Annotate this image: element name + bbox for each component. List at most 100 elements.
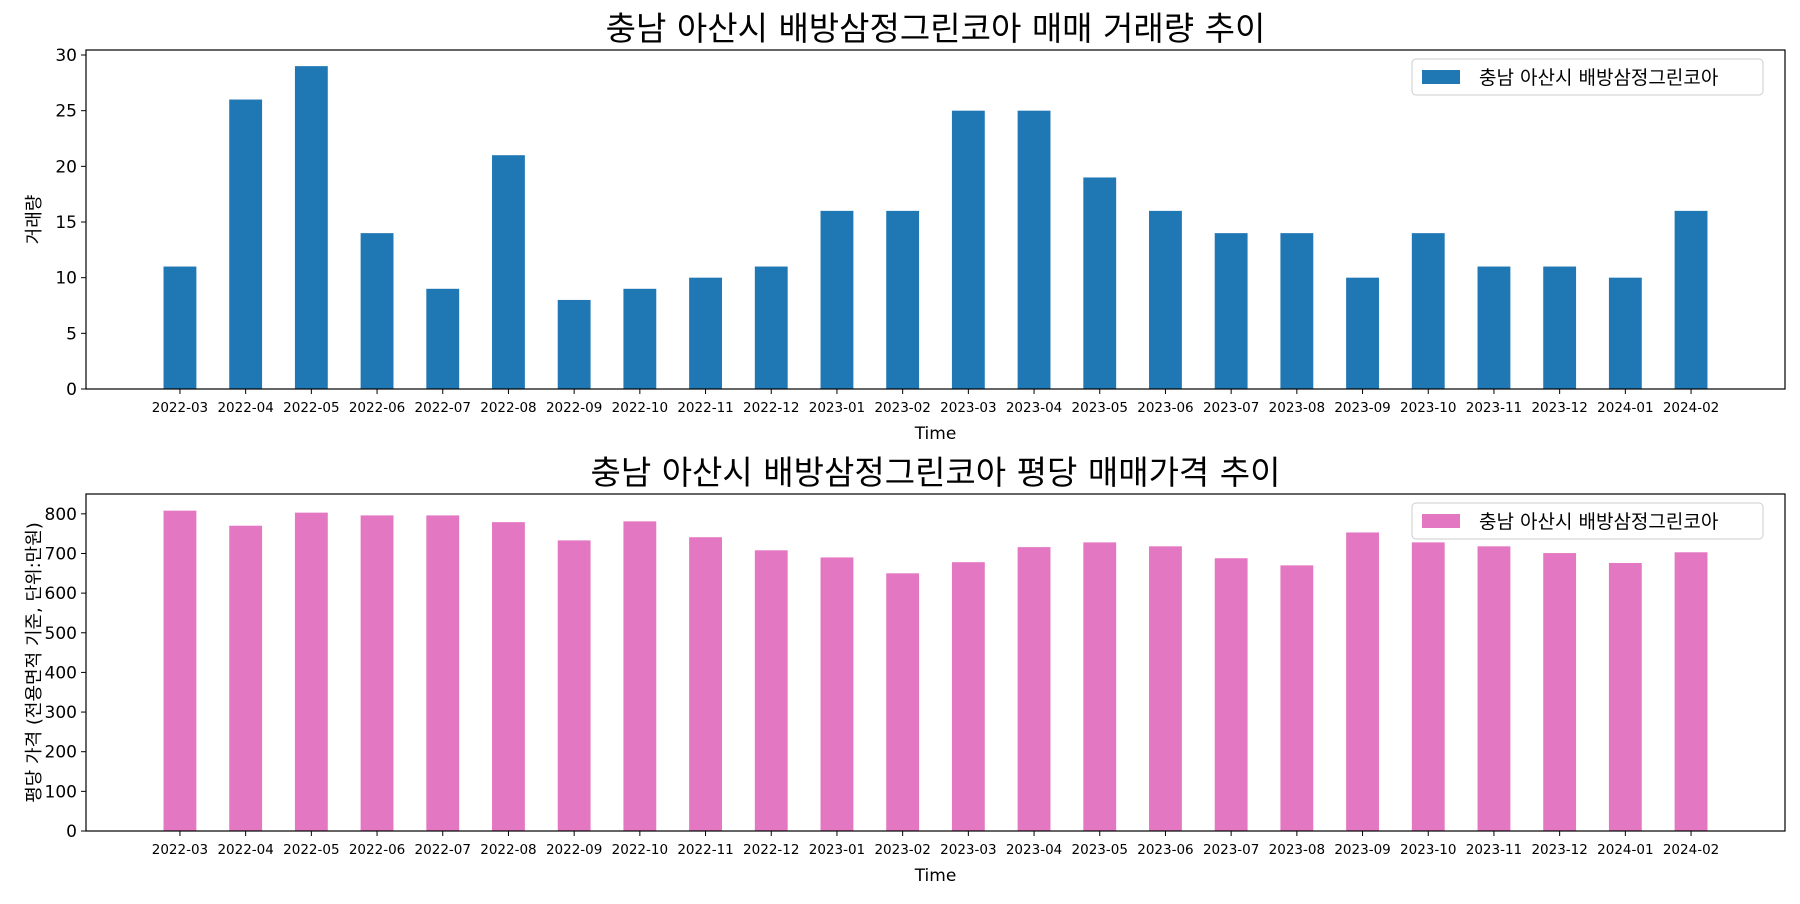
bar-2023-11	[1477, 266, 1511, 389]
x-tick-label: 2022-07	[415, 400, 471, 416]
bar-2023-10	[1411, 233, 1445, 389]
bar-2022-06	[360, 515, 394, 831]
x-tick-label: 2022-05	[283, 842, 339, 858]
x-tick-label: 2022-09	[546, 842, 602, 858]
x-tick-label: 2022-10	[612, 400, 668, 416]
bar-2023-04	[1017, 547, 1051, 831]
x-tick-label: 2023-10	[1400, 400, 1456, 416]
x-axis-label: Time	[914, 424, 957, 444]
y-tick-label: 25	[55, 102, 77, 122]
x-tick-label: 2023-06	[1137, 842, 1193, 858]
x-tick-label: 2022-08	[480, 400, 536, 416]
x-tick-label: 2022-04	[217, 400, 273, 416]
y-tick-label: 400	[45, 663, 77, 683]
bar-2022-12	[754, 550, 788, 831]
x-tick-label: 2023-05	[1072, 842, 1128, 858]
x-tick-label: 2023-08	[1269, 400, 1325, 416]
bar-2023-09	[1346, 277, 1379, 389]
bar-2024-01	[1608, 562, 1642, 831]
y-tick-label: 0	[66, 822, 77, 842]
x-tick-label: 2022-04	[217, 842, 273, 858]
x-tick-label: 2023-11	[1466, 842, 1522, 858]
x-tick-label: 2023-04	[1006, 400, 1062, 416]
legend: 충남 아산시 배방삼정그린코아	[1411, 502, 1764, 540]
x-tick-label: 2022-12	[743, 400, 799, 416]
bar-2023-01	[820, 210, 854, 389]
chart-panel-1: 충남 아산시 배방삼정그린코아 매매 거래량 추이 0 5 10 15 20 25 30 202…	[24, 9, 1786, 444]
bar-2022-04	[229, 525, 263, 831]
x-tick-label: 2023-11	[1466, 400, 1522, 416]
bar-2023-06	[1149, 546, 1182, 831]
legend: 충남 아산시 배방삼정그린코아	[1411, 58, 1764, 96]
x-tick-label: 2023-02	[874, 842, 930, 858]
x-tick-label: 2023-03	[940, 842, 996, 858]
y-tick-label: 0	[66, 380, 77, 400]
y-axis-label: 평당 가격 (전용면적 기준, 단위:만원)	[24, 522, 45, 803]
bar-2023-06	[1149, 210, 1182, 389]
bar-2022-05	[294, 512, 328, 831]
x-tick-label: 2022-06	[349, 842, 405, 858]
bar-2024-01	[1608, 277, 1642, 389]
x-tick-label: 2023-12	[1531, 400, 1587, 416]
y-tick-label: 5	[66, 324, 77, 344]
bar-2023-01	[820, 557, 854, 831]
y-tick-label: 700	[45, 544, 77, 564]
x-tick-label: 2023-10	[1400, 842, 1456, 858]
bar-2023-07	[1214, 233, 1248, 389]
bar-2023-08	[1280, 565, 1314, 831]
legend-box	[1411, 502, 1764, 540]
x-tick-label: 2022-09	[546, 400, 602, 416]
bar-2022-12	[754, 266, 788, 389]
x-tick-label: 2024-01	[1597, 842, 1653, 858]
y-tick-label: 600	[45, 584, 77, 604]
x-tick-label: 2023-01	[809, 842, 865, 858]
bar-2023-10	[1411, 542, 1445, 831]
bar-2023-05	[1083, 177, 1117, 389]
x-tick-label: 2023-02	[874, 400, 930, 416]
bar-2022-11	[689, 277, 722, 389]
bar-2022-09	[557, 540, 591, 831]
legend-label: 충남 아산시 배방삼정그린코아	[1479, 511, 1718, 533]
bar-2023-03	[951, 562, 985, 831]
y-tick-label: 800	[45, 505, 77, 525]
bar-2023-12	[1543, 553, 1577, 831]
bar-2022-08	[492, 522, 525, 831]
bar-2023-02	[886, 573, 920, 831]
plot-frame	[85, 49, 1786, 390]
x-tick-label: 2024-02	[1663, 400, 1719, 416]
x-tick-label: 2023-07	[1203, 400, 1259, 416]
x-tick-label: 2022-03	[152, 400, 208, 416]
chart-title: 충남 아산시 배방삼정그린코아 매매 거래량 추이	[606, 9, 1266, 48]
y-tick-label: 200	[45, 743, 77, 763]
x-axis-label: Time	[914, 866, 957, 886]
bar-2023-09	[1346, 532, 1379, 831]
x-tick-label: 2022-11	[677, 400, 733, 416]
legend-swatch	[1422, 514, 1460, 528]
x-tick-label: 2023-09	[1334, 400, 1390, 416]
bar-2024-02	[1674, 552, 1708, 831]
chart-panel-2: 충남 아산시 배방삼정그린코아 평당 매매가격 추이 0 100 200 300 400 5…	[24, 453, 1786, 886]
bar-2022-10	[623, 521, 657, 831]
bar-2024-02	[1674, 210, 1708, 389]
x-tick-label: 2022-10	[612, 842, 668, 858]
bar-2022-09	[557, 299, 591, 389]
x-tick-label: 2023-03	[940, 400, 996, 416]
y-tick-label: 10	[55, 269, 77, 289]
x-tick-label: 2023-07	[1203, 842, 1259, 858]
y-tick-label: 20	[55, 157, 77, 177]
x-tick-label: 2023-05	[1072, 400, 1128, 416]
y-tick-label: 15	[55, 213, 77, 233]
bar-2022-06	[360, 233, 394, 389]
bar-2022-08	[492, 155, 525, 389]
bar-2022-07	[426, 515, 460, 831]
plot-frame	[85, 493, 1786, 832]
bar-2022-03	[163, 510, 197, 831]
x-tick-label: 2022-05	[283, 400, 339, 416]
bar-2022-05	[294, 66, 328, 390]
legend-label: 충남 아산시 배방삼정그린코아	[1479, 67, 1718, 89]
legend-box	[1411, 58, 1764, 96]
bar-2022-11	[689, 537, 722, 831]
bar-2023-05	[1083, 542, 1117, 831]
y-tick-label: 500	[45, 624, 77, 644]
